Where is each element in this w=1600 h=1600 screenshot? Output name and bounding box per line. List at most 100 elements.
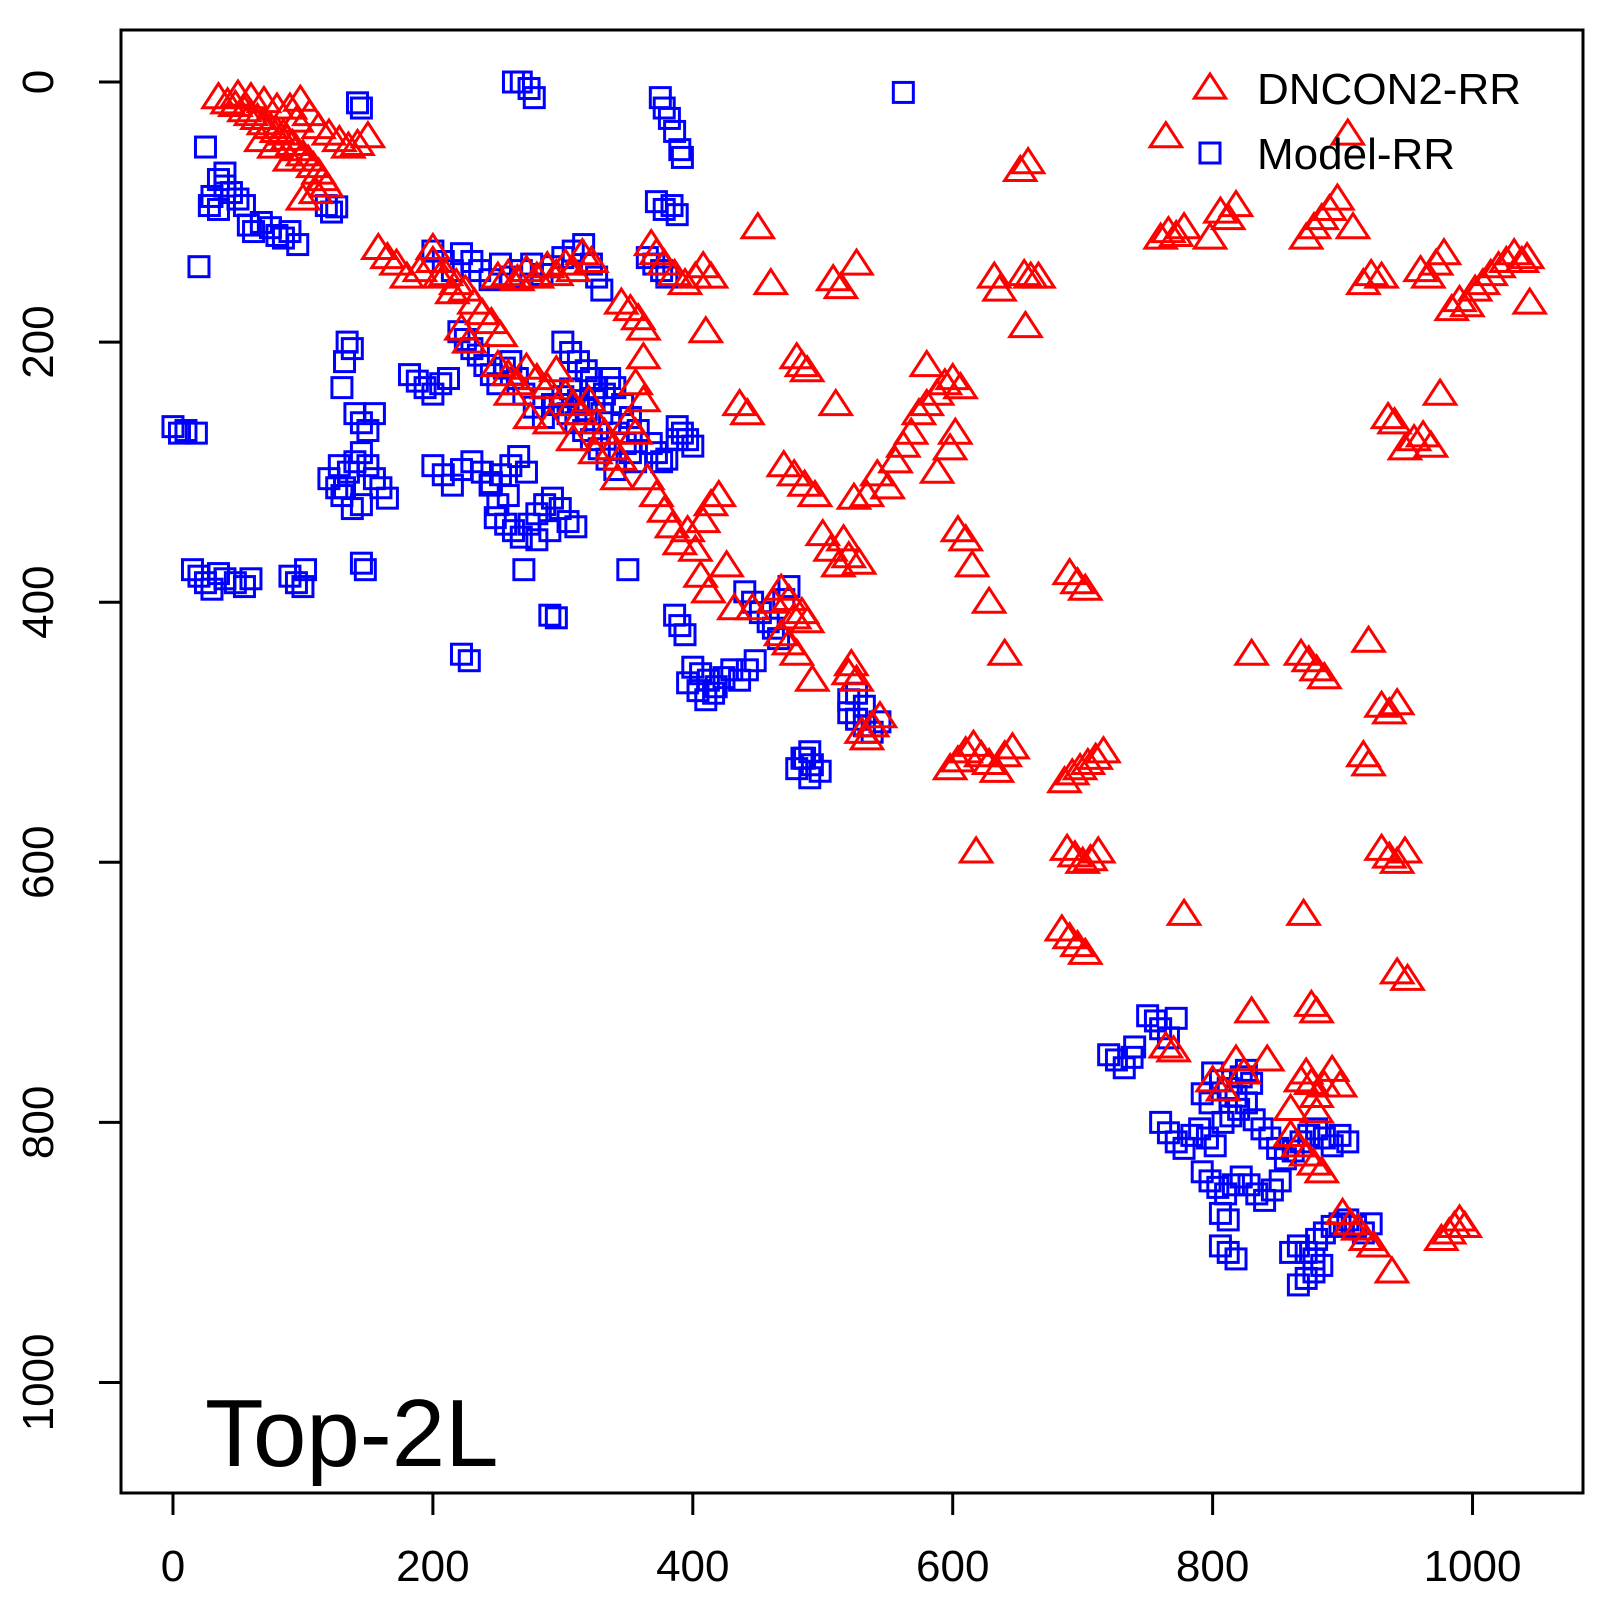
point-square bbox=[349, 96, 373, 120]
point-triangle bbox=[1079, 835, 1117, 864]
point-triangle bbox=[793, 663, 831, 692]
point-triangle bbox=[819, 549, 857, 578]
point-triangle bbox=[1147, 119, 1185, 149]
point-square bbox=[702, 681, 726, 705]
point-triangle bbox=[1059, 565, 1096, 595]
point-square bbox=[1164, 1130, 1188, 1154]
point-triangle bbox=[1009, 145, 1047, 175]
point-triangle bbox=[645, 494, 683, 523]
point-triangle bbox=[598, 461, 636, 491]
point-triangle bbox=[869, 471, 907, 500]
point-triangle bbox=[666, 266, 704, 296]
point-triangle bbox=[817, 387, 855, 417]
point-square bbox=[187, 255, 211, 279]
point-square bbox=[429, 372, 453, 396]
point-square bbox=[1245, 1182, 1269, 1206]
point-square bbox=[868, 710, 892, 734]
point-triangle bbox=[853, 708, 891, 738]
point-triangle bbox=[1149, 214, 1187, 244]
point-triangle bbox=[783, 348, 821, 378]
y-tick-label: 0 bbox=[14, 70, 63, 94]
point-triangle bbox=[1425, 236, 1463, 266]
point-square bbox=[509, 70, 533, 94]
point-triangle bbox=[788, 604, 826, 634]
point-triangle bbox=[1376, 405, 1414, 435]
point-triangle bbox=[554, 387, 592, 417]
point-triangle bbox=[947, 734, 985, 764]
point-triangle bbox=[1321, 1069, 1359, 1098]
point-triangle bbox=[1373, 1255, 1411, 1284]
point-triangle bbox=[947, 523, 985, 552]
point-square bbox=[663, 119, 687, 143]
point-triangle bbox=[624, 383, 662, 413]
point-triangle bbox=[1290, 643, 1328, 673]
point-triangle bbox=[1352, 257, 1390, 287]
point-square bbox=[356, 419, 380, 443]
point-triangle bbox=[957, 835, 995, 864]
point-triangle bbox=[258, 91, 296, 120]
point-triangle bbox=[433, 275, 471, 305]
point-square bbox=[1219, 1104, 1243, 1128]
point-triangle bbox=[908, 348, 946, 378]
point-square bbox=[533, 493, 557, 517]
point-triangle bbox=[281, 83, 319, 112]
point-triangle bbox=[1066, 936, 1104, 965]
point-triangle bbox=[1072, 842, 1109, 872]
point-triangle bbox=[437, 266, 475, 296]
point-square bbox=[512, 558, 536, 582]
point-triangle bbox=[1165, 897, 1203, 926]
point-triangle bbox=[1233, 995, 1271, 1024]
point-square bbox=[375, 486, 399, 510]
point-triangle bbox=[861, 699, 899, 729]
point-square bbox=[200, 184, 224, 208]
point-triangle bbox=[1191, 221, 1229, 250]
point-square bbox=[206, 197, 230, 221]
point-triangle bbox=[1389, 962, 1427, 991]
point-triangle bbox=[1318, 182, 1356, 211]
point-triangle bbox=[617, 416, 655, 445]
point-square bbox=[509, 525, 533, 549]
point-square bbox=[340, 337, 364, 361]
point-square bbox=[544, 606, 568, 630]
point-square bbox=[1198, 1169, 1222, 1193]
point-triangle bbox=[1282, 637, 1320, 666]
legend-marker-square bbox=[1198, 141, 1222, 165]
point-triangle bbox=[1329, 117, 1367, 146]
point-square bbox=[449, 642, 473, 666]
point-triangle bbox=[1298, 995, 1336, 1024]
point-triangle bbox=[472, 305, 510, 335]
point-triangle bbox=[1056, 839, 1094, 868]
point-triangle bbox=[814, 262, 852, 292]
point-square bbox=[180, 558, 204, 582]
point-square bbox=[665, 203, 689, 227]
point-square bbox=[457, 649, 481, 673]
point-triangle bbox=[443, 312, 480, 341]
point-triangle bbox=[284, 182, 322, 211]
point-triangle bbox=[1020, 260, 1057, 289]
point-square bbox=[349, 441, 373, 465]
point-triangle bbox=[219, 78, 257, 107]
point-triangle bbox=[1313, 1053, 1351, 1082]
point-triangle bbox=[1051, 556, 1089, 586]
point-triangle bbox=[942, 370, 979, 400]
point-triangle bbox=[1350, 748, 1388, 777]
point-triangle bbox=[1503, 244, 1541, 274]
point-triangle bbox=[762, 617, 800, 647]
point-square bbox=[1206, 1175, 1230, 1199]
point-square bbox=[1336, 1130, 1360, 1154]
point-square bbox=[681, 434, 705, 458]
point-square bbox=[333, 476, 357, 500]
point-triangle bbox=[1441, 283, 1478, 313]
point-square bbox=[564, 515, 588, 539]
point-triangle bbox=[953, 549, 991, 578]
point-triangle bbox=[339, 127, 376, 157]
point-square bbox=[852, 694, 876, 718]
point-triangle bbox=[1248, 1043, 1286, 1072]
point-triangle bbox=[1053, 757, 1091, 786]
point-triangle bbox=[684, 504, 722, 534]
point-square bbox=[1208, 1234, 1232, 1258]
point-triangle bbox=[796, 478, 834, 508]
point-triangle bbox=[1370, 840, 1408, 869]
x-tick-label: 400 bbox=[656, 1542, 729, 1591]
